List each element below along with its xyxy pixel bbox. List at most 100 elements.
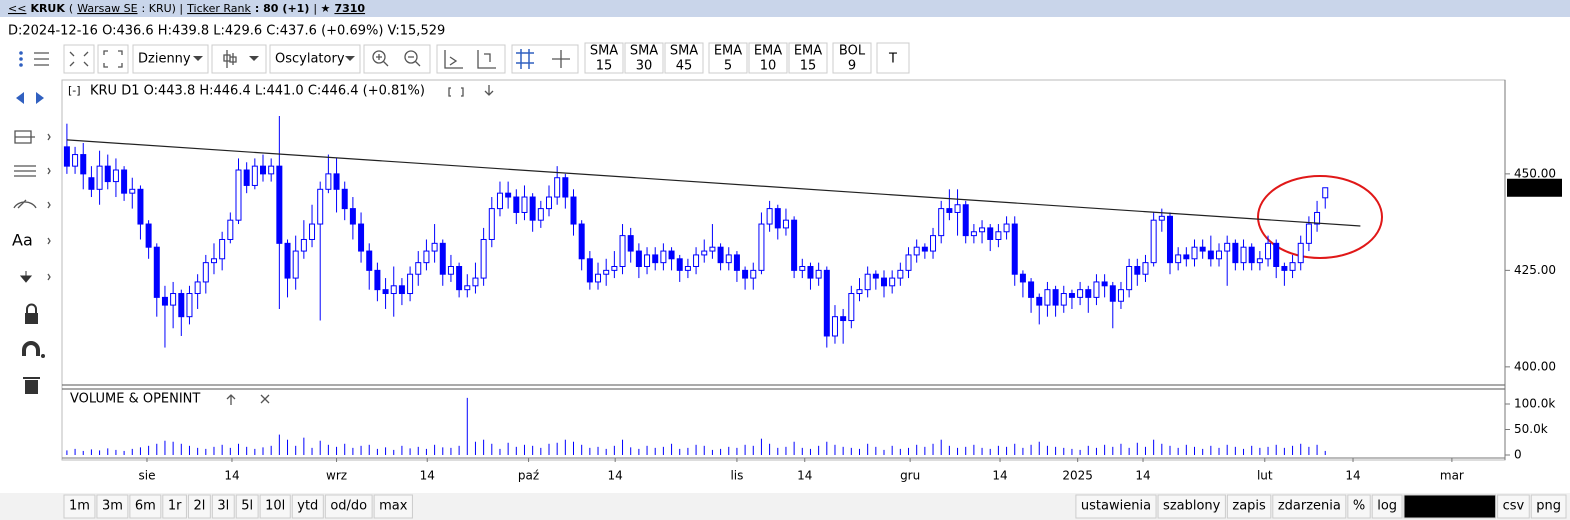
bar-button[interactable] <box>373 494 413 519</box>
bar-button[interactable] <box>1530 494 1567 519</box>
bar-button[interactable] <box>1347 494 1371 519</box>
volume-icons[interactable] <box>226 394 270 405</box>
bar-button-label: 1m <box>69 499 90 514</box>
bar-button[interactable] <box>96 494 129 519</box>
candle-body <box>930 235 937 252</box>
candle-body <box>913 246 920 256</box>
top-bar-exchange[interactable]: Warsaw SE <box>77 2 137 15</box>
candle-body <box>627 235 634 252</box>
candle-body <box>145 223 152 248</box>
candle-body <box>570 196 577 225</box>
candle-body <box>349 208 356 225</box>
bar-button[interactable] <box>1403 494 1497 519</box>
candle-body <box>856 289 863 295</box>
volume-tick-label: 50.0k <box>1514 422 1548 436</box>
candle-body <box>652 254 659 264</box>
candle-body <box>472 277 479 287</box>
bar-button[interactable] <box>162 494 187 519</box>
volume-tick-label: 100.0k <box>1514 396 1555 410</box>
bar-button[interactable] <box>1226 494 1272 519</box>
bar-button[interactable] <box>1497 494 1530 519</box>
candle-body <box>374 269 381 291</box>
candle-body <box>63 146 70 167</box>
bar-button[interactable] <box>211 494 235 519</box>
trendline <box>66 139 1361 227</box>
indicator-name: SMA <box>590 44 618 59</box>
indicator-name: SMA <box>670 44 698 59</box>
bar-button[interactable] <box>291 494 324 519</box>
candle-body <box>1199 246 1206 252</box>
indicator-button[interactable] <box>748 42 788 74</box>
candle-body <box>864 273 871 291</box>
candle-body <box>1314 211 1321 225</box>
x-tick-label: 14 <box>420 469 435 483</box>
indicator-button[interactable] <box>584 42 624 74</box>
last-price-box <box>1507 178 1562 197</box>
indicator-period: 15 <box>800 59 817 74</box>
bar-button-label: od/do <box>330 499 367 514</box>
text-tool-button[interactable] <box>876 42 910 74</box>
indicator-button[interactable] <box>832 42 872 74</box>
bar-button-label: podpowiedzi <box>1409 499 1491 514</box>
x-tick-label: paź <box>518 469 539 483</box>
candle-body <box>970 231 977 237</box>
top-bar-rank_link[interactable]: Ticker Rank <box>186 2 251 15</box>
candle-body <box>496 192 503 210</box>
x-tick-label: 14 <box>992 469 1007 483</box>
bar-button-label: zapis <box>1232 499 1266 514</box>
candle-body <box>1077 289 1084 298</box>
legend-toggle[interactable]: [-] <box>68 84 81 97</box>
indicator-button[interactable] <box>664 42 704 74</box>
bar-button[interactable] <box>235 494 259 519</box>
bar-button[interactable] <box>1371 494 1403 519</box>
candle-body <box>121 169 128 194</box>
candle-body <box>1289 262 1296 271</box>
bar-button-label: 6m <box>135 499 156 514</box>
candle-body <box>243 169 250 186</box>
candle-body <box>284 242 291 279</box>
candle-body <box>325 173 332 190</box>
top-bar-back[interactable]: << <box>8 2 26 15</box>
indicator-button[interactable] <box>624 42 664 74</box>
indicator-period: 15 <box>596 59 613 74</box>
candle-body <box>586 258 593 283</box>
bar-button[interactable] <box>1075 494 1157 519</box>
x-tick-label: 14 <box>1345 469 1360 483</box>
bar-button[interactable] <box>129 494 162 519</box>
candle-body <box>447 266 454 275</box>
candle-body <box>1150 219 1157 264</box>
candle-body <box>1248 246 1255 264</box>
candle-body <box>235 169 242 221</box>
dropdown[interactable] <box>269 44 361 74</box>
candle-body <box>366 250 373 271</box>
x-tick-label: 14 <box>797 469 812 483</box>
indicator-button[interactable] <box>708 42 748 74</box>
top-bar-count[interactable]: 7310 <box>334 2 365 15</box>
y-tick-label: 450.00 <box>1514 166 1556 180</box>
font-tool-label[interactable]: Aa <box>12 231 33 250</box>
bar-button[interactable] <box>324 494 373 519</box>
bar-button[interactable] <box>63 494 96 519</box>
candle-body <box>170 293 177 306</box>
bar-button[interactable] <box>1157 494 1226 519</box>
bar-button-label: png <box>1536 499 1561 514</box>
dropdown[interactable] <box>132 44 209 74</box>
bar-button[interactable] <box>259 494 291 519</box>
candle-body <box>513 196 520 213</box>
candle-body <box>1060 293 1067 306</box>
candle-body <box>260 165 267 175</box>
candle-body <box>938 208 945 237</box>
bar-button[interactable] <box>187 494 211 519</box>
candle-body <box>358 223 365 252</box>
candle-body <box>1305 223 1312 244</box>
candle-body <box>791 219 798 271</box>
candle-body <box>137 188 144 225</box>
x-tick-label: lis <box>730 469 743 483</box>
indicator-button[interactable] <box>788 42 828 74</box>
candle-body <box>1003 223 1010 233</box>
candle-body <box>1093 281 1100 298</box>
bar-button[interactable] <box>1272 494 1347 519</box>
candle-body <box>995 231 1002 240</box>
top-bar-rank_change: (+1) <box>282 2 309 15</box>
